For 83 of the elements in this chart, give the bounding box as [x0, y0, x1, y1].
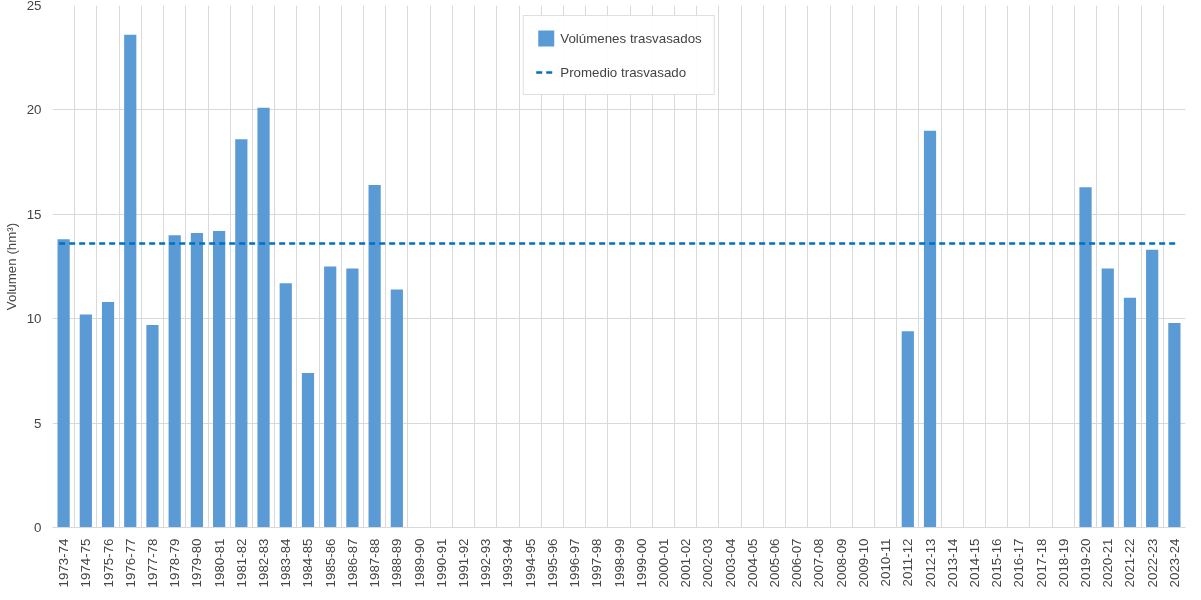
bar — [168, 235, 181, 528]
x-tick-label: 1997-98 — [589, 538, 605, 588]
bar — [1146, 249, 1159, 528]
x-tick-label: 2017-18 — [1033, 538, 1049, 588]
legend-label: Promedio trasvasado — [560, 64, 687, 80]
x-tick-label: 2022-23 — [1144, 538, 1160, 588]
x-tick-label: 2001-02 — [678, 538, 694, 588]
bar — [368, 185, 381, 528]
x-tick-label: 1988-89 — [389, 538, 405, 588]
x-tick-label: 1985-86 — [322, 538, 338, 588]
x-tick-label: 2021-22 — [1122, 538, 1138, 588]
x-tick-label: 2018-19 — [1055, 538, 1071, 588]
x-tick-label: 2004-05 — [744, 538, 760, 588]
x-tick-label: 2006-07 — [789, 538, 805, 588]
x-tick-label: 1979-80 — [189, 538, 205, 588]
bar — [124, 34, 137, 528]
bar — [301, 372, 315, 528]
x-tick-label: 1978-79 — [167, 538, 183, 588]
x-tick-label: 1987-88 — [367, 538, 383, 588]
bar — [213, 231, 226, 528]
bar — [279, 283, 292, 528]
x-tick-label: 2010-11 — [878, 538, 894, 587]
x-tick-label: 2000-01 — [655, 538, 671, 588]
bar — [146, 324, 159, 528]
x-tick-label: 1986-87 — [344, 538, 360, 588]
x-tick-label: 1975-76 — [100, 538, 116, 588]
y-tick-label: 5 — [34, 415, 42, 431]
bar — [346, 268, 359, 528]
x-tick-label: 2023-24 — [1166, 537, 1182, 588]
x-tick-label: 1990-91 — [433, 538, 449, 588]
x-tick-label: 1974-75 — [78, 538, 94, 588]
bar — [324, 266, 337, 528]
x-tick-label: 2007-08 — [811, 538, 827, 588]
x-tick-label: 2008-09 — [833, 538, 849, 588]
x-tick-label: 2011-12 — [900, 538, 916, 587]
x-tick-label: 2019-20 — [1078, 538, 1094, 588]
x-tick-label: 2015-16 — [989, 538, 1005, 588]
x-tick-label: 2016-17 — [1011, 538, 1027, 588]
x-tick-label: 1996-97 — [567, 538, 583, 588]
x-tick-label: 2009-10 — [855, 538, 871, 588]
bar — [923, 130, 937, 528]
bar — [1168, 322, 1181, 528]
x-tick-label: 1994-95 — [522, 538, 538, 588]
bar — [1101, 268, 1114, 528]
bar — [1079, 187, 1092, 528]
y-tick-label: 10 — [26, 311, 42, 327]
y-axis-title: Volumen (hm³) — [3, 222, 19, 311]
x-tick-label: 1991-92 — [455, 538, 471, 588]
x-tick-label: 1992-93 — [478, 538, 494, 588]
x-tick-label: 2005-06 — [767, 538, 783, 588]
bar — [79, 314, 92, 528]
legend-label: Volúmenes trasvasados — [560, 30, 702, 46]
x-tick-label: 1983-84 — [278, 537, 294, 588]
bar — [235, 139, 248, 528]
x-tick-label: 1977-78 — [144, 538, 160, 588]
x-tick-label: 1984-85 — [300, 538, 316, 588]
bar — [1123, 297, 1137, 528]
bar — [57, 239, 70, 528]
y-tick-label: 0 — [34, 520, 42, 535]
x-tick-label: 2003-04 — [722, 537, 738, 588]
bar — [101, 302, 115, 528]
x-tick-label: 1999-00 — [633, 538, 649, 588]
x-tick-label: 2013-14 — [944, 537, 960, 588]
x-tick-label: 2002-03 — [700, 538, 716, 588]
y-tick-label: 15 — [26, 206, 42, 222]
bar — [901, 331, 914, 528]
bar — [190, 233, 204, 528]
x-tick-label: 1980-81 — [211, 538, 227, 588]
x-tick-label: 1982-83 — [256, 538, 272, 588]
x-tick-label: 2012-13 — [922, 538, 938, 588]
x-tick-label: 1976-77 — [122, 538, 138, 588]
x-tick-label: 2020-21 — [1100, 538, 1116, 588]
x-tick-label: 1981-82 — [233, 538, 249, 588]
y-tick-label: 25 — [26, 0, 42, 13]
bar — [257, 107, 270, 528]
x-tick-label: 1998-99 — [611, 538, 627, 588]
y-tick-label: 20 — [26, 102, 42, 118]
x-tick-label: 2014-15 — [966, 538, 982, 588]
x-tick-label: 1993-94 — [500, 537, 516, 588]
x-tick-label: 1989-90 — [411, 538, 427, 588]
bar — [390, 289, 403, 528]
x-tick-label: 1973-74 — [56, 537, 72, 588]
x-tick-label: 1995-96 — [544, 538, 560, 588]
